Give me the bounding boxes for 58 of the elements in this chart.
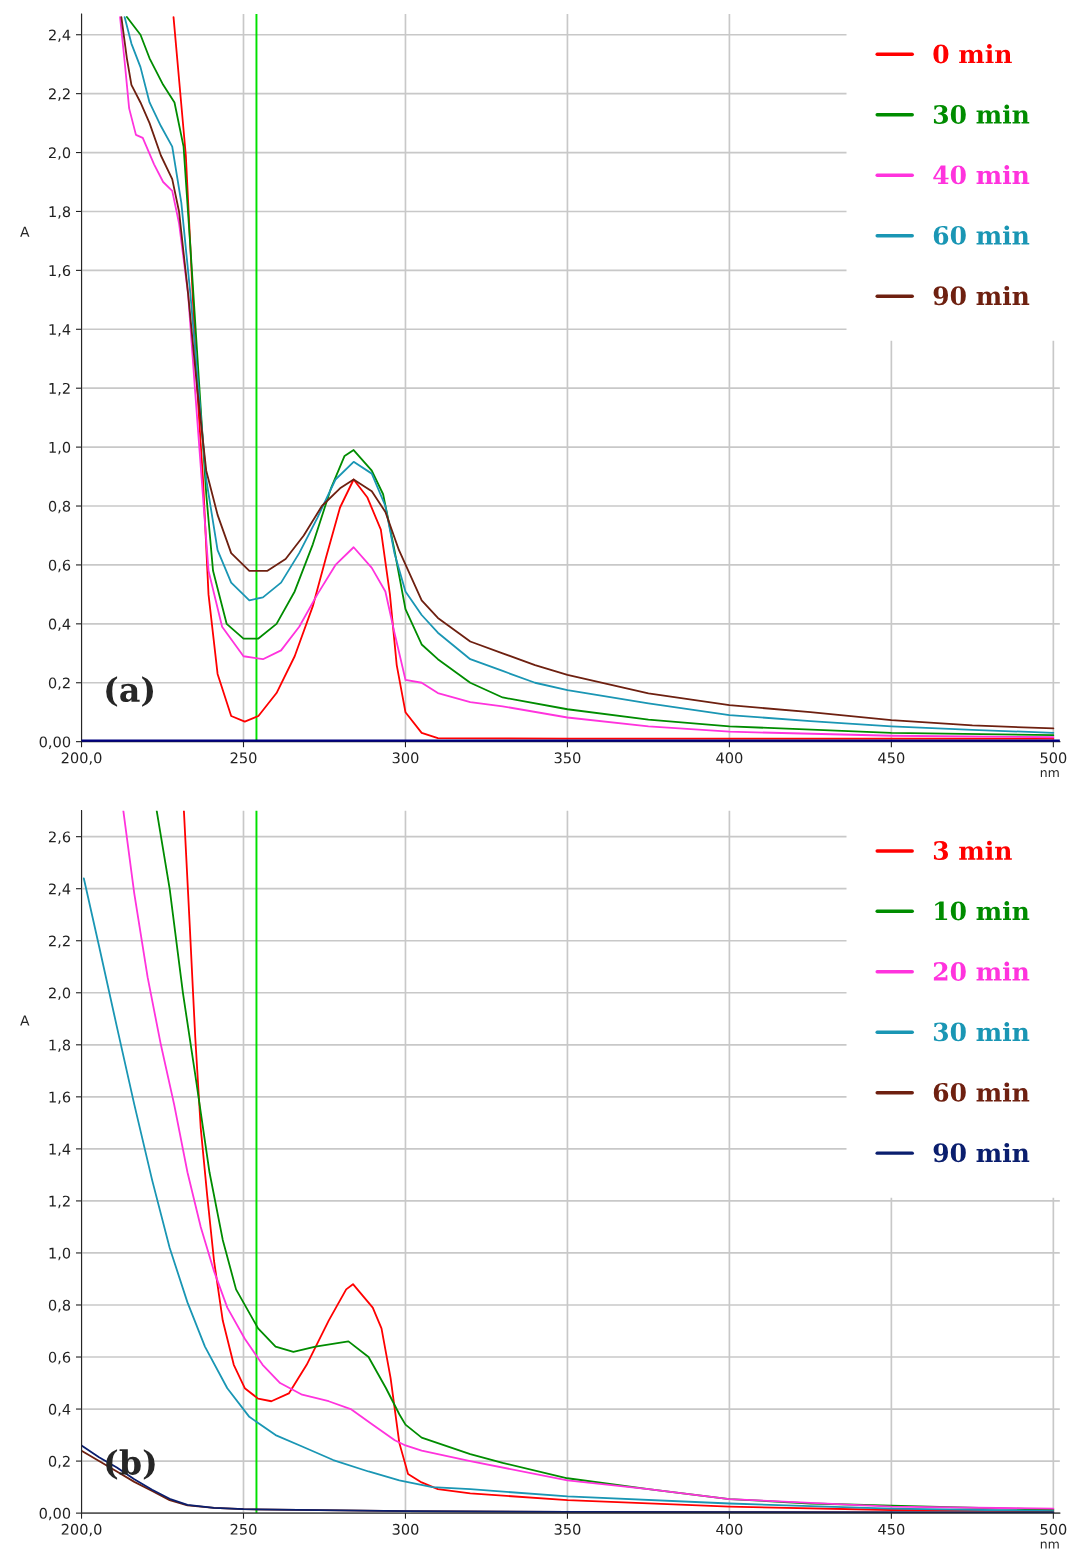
y-tick-label: 0,00 [39,736,71,749]
x-tick-label: 350 [554,1523,581,1535]
y-tick-label: 1,2 [49,382,70,396]
y-tick-label: 1,6 [49,1091,71,1105]
x-tick-label: 300 [392,1523,419,1535]
y-tick-label: 2,4 [48,883,71,896]
y-tick-label: 0,6 [48,559,71,573]
x-tick-label: 500 [1040,752,1067,764]
y-tick-label: 0,8 [48,500,71,514]
y-tick-label: 1,4 [49,324,71,337]
y-axis-title: A [20,1015,30,1026]
x-tick-label: 500 [1040,1523,1067,1535]
y-tick-label: 1,0 [49,441,71,455]
y-tick-label: 0,2 [48,1455,70,1469]
x-tick-label: 250 [230,1523,257,1535]
annotation: (b) [106,1449,155,1480]
y-tick-label: 0,00 [39,1507,71,1521]
x-tick-label: 300 [392,752,419,764]
legend-label: 30 min [933,1021,1030,1042]
legend-label: 60 min [933,225,1030,245]
y-tick-label: 0,6 [48,1351,71,1365]
legend-label: 10 min [935,901,1030,921]
x-tick-label: 200,0 [61,752,102,765]
y-tick-label: 1,2 [49,1195,70,1209]
y-tick-label: 2,2 [48,88,70,101]
y-tick-label: 0,2 [48,677,70,690]
legend-label: 40 min [933,165,1030,185]
y-tick-label: 2,2 [48,935,70,948]
annotation: (a) [106,676,154,707]
y-tick-label: 2,0 [48,147,71,160]
legend-label: 30 min [933,104,1030,124]
y-tick-label: 2,6 [48,831,71,844]
y-tick-label: 0,4 [48,1403,71,1417]
x-axis-title: nm [1040,770,1059,778]
x-tick-label: 450 [878,1523,905,1535]
y-tick-label: 1,0 [49,1247,71,1261]
x-tick-label: 250 [230,752,257,764]
legend-label: 3 min [933,840,1012,861]
y-axis-title: A [20,226,30,237]
y-tick-label: 1,8 [49,206,71,219]
legend-label: 0 min [933,44,1012,64]
y-tick-label: 1,8 [49,1039,71,1053]
x-axis-title: nm [1040,1541,1059,1549]
legend-label: 90 min [933,285,1030,306]
y-tick-label: 0,8 [48,1299,71,1313]
x-tick-label: 450 [878,752,905,764]
x-tick-label: 350 [554,752,581,764]
y-tick-label: 2,4 [48,29,71,42]
legend-label: 90 min [933,1142,1030,1163]
y-tick-label: 1,4 [49,1143,71,1157]
legend-label: 60 min [933,1082,1030,1102]
x-tick-label: 400 [716,1523,743,1535]
y-tick-label: 1,6 [49,265,71,278]
y-tick-label: 2,0 [48,987,71,1001]
legend-label: 20 min [933,961,1030,981]
x-tick-label: 200,0 [61,1523,102,1537]
y-tick-label: 0,4 [48,618,71,632]
x-tick-label: 400 [716,752,743,764]
